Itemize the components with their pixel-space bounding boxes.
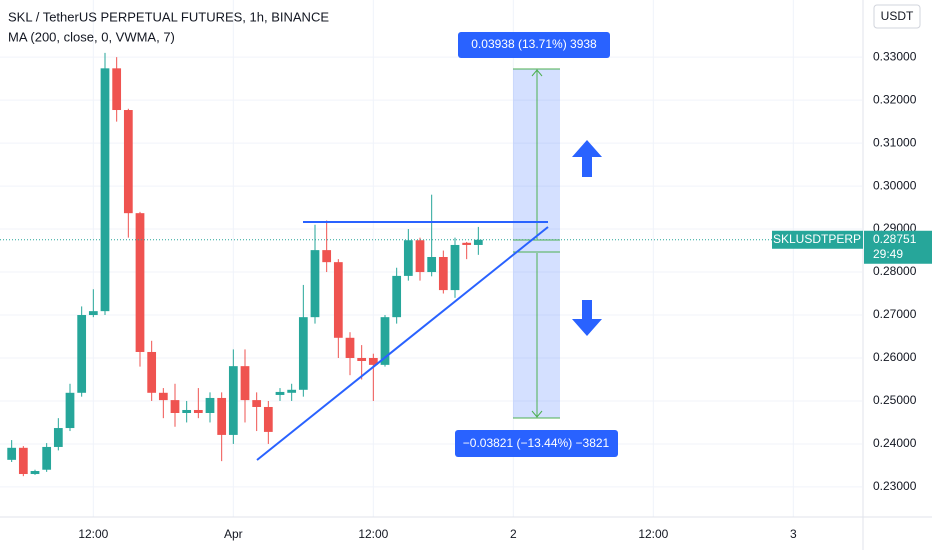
trend-line[interactable]: [256, 226, 549, 461]
candle-body: [7, 447, 17, 460]
candle-body: [205, 397, 215, 413]
y-tick-label: 0.27000: [873, 307, 917, 321]
candle-body: [182, 409, 192, 413]
countdown-label: 29:49: [873, 247, 903, 261]
candle-body: [228, 366, 238, 435]
candle-body: [18, 447, 28, 475]
grid: [0, 0, 862, 517]
profit-label-box: [458, 32, 610, 58]
x-tick-label: Apr: [224, 527, 243, 541]
candle-body: [450, 244, 460, 291]
candle-body: [462, 242, 472, 245]
price-label-box: [864, 230, 932, 264]
candle-body: [357, 357, 367, 361]
x-tick-label: 12:00: [638, 527, 668, 541]
y-tick-label: 0.25000: [873, 393, 917, 407]
candle-body: [322, 250, 332, 263]
candle-body: [217, 397, 227, 435]
symbol-label: SKLUSDTPERP: [773, 232, 861, 246]
x-tick-label: 12:00: [78, 527, 108, 541]
y-tick-label: 0.23000: [873, 479, 917, 493]
candle-body: [333, 262, 343, 338]
candle-body: [368, 357, 378, 365]
candle-body: [415, 240, 425, 273]
candle-body: [193, 409, 203, 413]
candle-body: [298, 317, 308, 390]
price-label: 0.28751: [873, 232, 917, 246]
candle-body: [310, 250, 320, 318]
candle-body: [240, 366, 250, 401]
candle-body: [135, 213, 145, 352]
candle-body: [392, 275, 402, 318]
currency-label[interactable]: USDT: [881, 9, 914, 23]
up-arrow: [572, 140, 602, 177]
profit-label: 0.03938 (13.71%) 3938: [471, 37, 597, 51]
candle-body: [345, 337, 355, 358]
x-tick-label: 12:00: [358, 527, 388, 541]
candle-body: [403, 240, 413, 276]
candle-body: [123, 110, 133, 214]
candle-body: [65, 392, 75, 429]
down-arrow: [572, 300, 602, 336]
labels: 0.330000.320000.310000.300000.290000.280…: [78, 49, 932, 541]
candle-body: [100, 68, 110, 312]
candle-body: [53, 428, 63, 447]
candle-body: [170, 400, 180, 413]
candle-body: [427, 256, 437, 273]
x-tick-label: 2: [510, 527, 517, 541]
candle-body: [88, 311, 98, 316]
symbol-label-box: [772, 230, 863, 249]
candle-body: [287, 389, 297, 393]
loss-label: −0.03821 (−13.44%) −3821: [463, 436, 610, 450]
y-tick-label: 0.33000: [873, 49, 917, 63]
candle-body: [473, 239, 483, 245]
y-tick-label: 0.26000: [873, 350, 917, 364]
indicator-label: MA (200, close, 0, VWMA, 7): [8, 29, 175, 44]
candle-body: [275, 391, 285, 395]
chart-title: SKL / TetherUS PERPETUAL FUTURES, 1h, BI…: [8, 9, 329, 24]
y-tick-label: 0.32000: [873, 92, 917, 106]
candle-body: [158, 392, 168, 401]
candle-body: [147, 351, 157, 393]
y-tick-label: 0.31000: [873, 135, 917, 149]
candles: [0, 52, 862, 477]
y-tick-label: 0.30000: [873, 178, 917, 192]
candle-body: [263, 406, 273, 432]
y-tick-label: 0.28000: [873, 264, 917, 278]
candle-body: [380, 317, 390, 365]
currency-box[interactable]: [873, 4, 921, 29]
candle-body: [438, 256, 448, 291]
y-tick-label: 0.24000: [873, 436, 917, 450]
candle-body: [252, 400, 262, 407]
candle-body: [112, 68, 122, 111]
measure-arrowheads: [531, 69, 543, 418]
x-tick-label: 3: [790, 527, 797, 541]
candle-body: [77, 315, 87, 393]
loss-label-box: [455, 430, 618, 457]
candle-body: [30, 471, 40, 475]
candle-body: [42, 446, 52, 470]
